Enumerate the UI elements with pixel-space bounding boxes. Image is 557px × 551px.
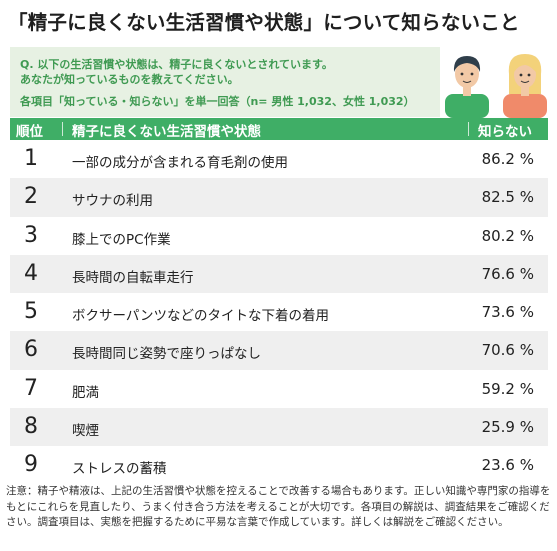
header-separator <box>468 122 469 136</box>
header-item: 精子に良くない生活習慣や状態 <box>72 124 261 140</box>
header-rank: 順位 <box>16 124 43 140</box>
ranking-table: 1 一部の成分が含まれる育毛剤の使用 86.2 % 2 サウナの利用 82.5 … <box>10 140 548 485</box>
rank-number: 7 <box>24 375 38 401</box>
percent-value: 86.2 % <box>481 150 534 168</box>
people-illustration <box>445 54 547 118</box>
header-separator <box>62 122 63 136</box>
question-box: Q. 以下の生活習慣や状態は、精子に良くないとされています。 あなたが知っている… <box>10 47 440 117</box>
page-title: 「精子に良くない生活習慣や状態」について知らないこと <box>8 11 520 34</box>
table-row: 2 サウナの利用 82.5 % <box>10 178 548 217</box>
table-row: 3 膝上でのPC作業 80.2 % <box>10 217 548 255</box>
rank-number: 3 <box>24 222 38 248</box>
man-illustration-icon <box>445 56 489 118</box>
percent-value: 23.6 % <box>481 456 534 475</box>
percent-value: 82.5 % <box>481 188 534 207</box>
item-label: 長時間の自転車走行 <box>72 269 194 286</box>
rank-number: 8 <box>24 414 38 440</box>
rank-number: 6 <box>24 337 38 363</box>
table-row: 7 肥満 59.2 % <box>10 370 548 408</box>
item-label: 一部の成分が含まれる育毛剤の使用 <box>72 155 288 171</box>
item-label: 喫煙 <box>72 423 99 440</box>
percent-value: 59.2 % <box>481 379 534 398</box>
item-label: ストレスの蓄積 <box>72 461 167 478</box>
table-row: 8 喫煙 25.9 % <box>10 408 548 447</box>
item-label: 長時間同じ姿勢で座りっぱなし <box>72 346 261 363</box>
question-line-1: Q. 以下の生活習慣や状態は、精子に良くないとされています。 <box>20 58 333 71</box>
table-row: 9 ストレスの蓄積 23.6 % <box>10 446 548 484</box>
rank-number: 5 <box>24 299 38 325</box>
table-row: 1 一部の成分が含まれる育毛剤の使用 86.2 % <box>10 140 548 178</box>
percent-value: 73.6 % <box>481 303 534 322</box>
sample-note: 各項目「知っている・知らない」を単一回答（n= 男性 1,032、女性 1,03… <box>20 95 415 108</box>
rank-number: 1 <box>24 146 38 171</box>
percent-value: 70.6 % <box>481 341 534 360</box>
question-text: Q. 以下の生活習慣や状態は、精子に良くないとされています。 あなたが知っている… <box>20 57 440 87</box>
percent-value: 76.6 % <box>481 264 534 283</box>
rank-number: 2 <box>24 184 38 210</box>
percent-value: 25.9 % <box>481 418 534 437</box>
table-row: 6 長時間同じ姿勢で座りっぱなし 70.6 % <box>10 331 548 370</box>
woman-illustration-icon <box>503 54 547 118</box>
item-label: サウナの利用 <box>72 193 153 210</box>
percent-value: 80.2 % <box>481 226 534 245</box>
question-line-2: あなたが知っているものを教えてください。 <box>20 73 239 86</box>
item-label: 肥満 <box>72 384 99 401</box>
rank-number: 4 <box>24 260 38 286</box>
table-row: 4 長時間の自転車走行 76.6 % <box>10 254 548 294</box>
item-label: 膝上でのPC作業 <box>72 231 171 248</box>
header-value: 知らない <box>478 124 532 140</box>
rank-number: 9 <box>24 452 38 478</box>
footnote: 注意：精子や精液は、上記の生活習慣や状態を控えることで改善する場合もあります。正… <box>6 485 551 528</box>
table-row: 5 ボクサーパンツなどのタイトな下着の着用 73.6 % <box>10 293 548 331</box>
item-label: ボクサーパンツなどのタイトな下着の着用 <box>72 308 330 325</box>
table-header: 順位 精子に良くない生活習慣や状態 知らない <box>10 118 548 140</box>
